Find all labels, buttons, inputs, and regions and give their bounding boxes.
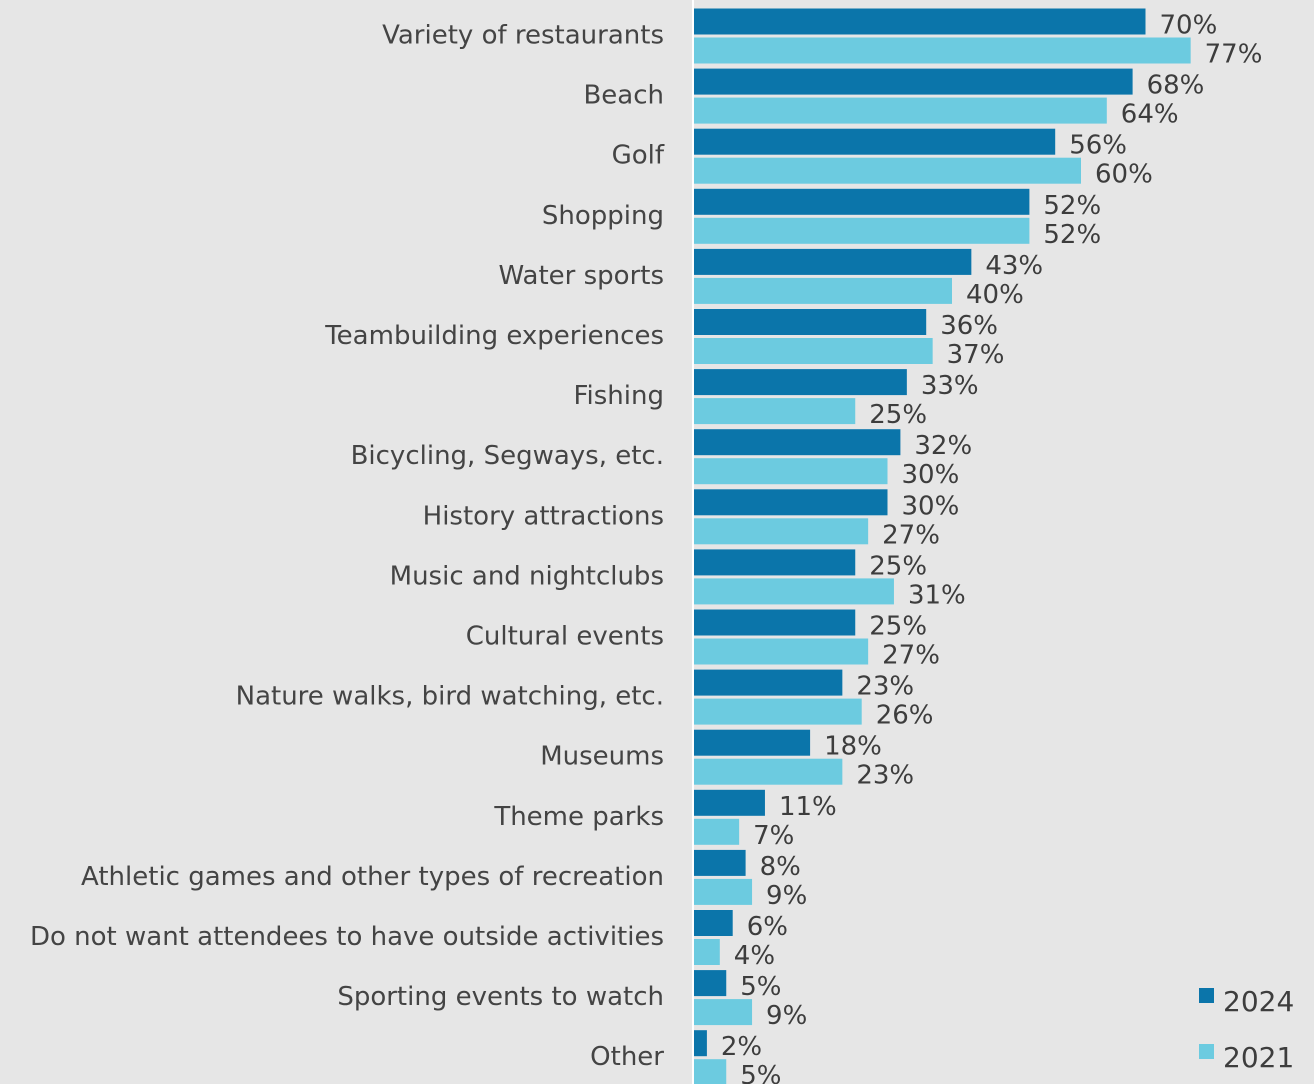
legend-swatch-2021: [1199, 1044, 1214, 1059]
bar-2024-12: [694, 669, 843, 696]
legend-swatch-2024: [1199, 988, 1214, 1003]
bar-2021-12: [694, 698, 862, 725]
legend-label-2024: 2024: [1223, 985, 1294, 1018]
value-label-2024: 68%: [1147, 71, 1205, 101]
bar-2024-15: [694, 849, 746, 876]
category-label: Golf: [612, 141, 665, 171]
bar-2021-3: [694, 157, 1081, 184]
bar-2021-17: [694, 999, 753, 1026]
value-label-2024: 18%: [824, 732, 882, 762]
value-label-2021: 23%: [856, 761, 914, 791]
category-label: Nature walks, bird watching, etc.: [236, 682, 664, 712]
bar-2024-10: [694, 549, 856, 576]
value-label-2024: 11%: [779, 792, 837, 822]
bar-2021-10: [694, 578, 894, 605]
bar-2021-8: [694, 458, 888, 485]
value-label-2021: 30%: [902, 460, 960, 490]
category-label: Athletic games and other types of recrea…: [81, 862, 664, 892]
category-label: Sporting events to watch: [337, 982, 664, 1012]
bar-2021-18: [694, 1059, 727, 1084]
bar-2024-7: [694, 369, 907, 396]
value-label-2021: 31%: [908, 580, 966, 610]
bar-2021-9: [694, 518, 869, 545]
bar-2024-1: [694, 8, 1146, 35]
value-label-2024: 43%: [985, 251, 1043, 281]
category-label: Theme parks: [493, 802, 664, 832]
category-label: Bicycling, Segways, etc.: [351, 441, 664, 471]
legend-label-2021: 2021: [1223, 1041, 1294, 1074]
bar-2021-2: [694, 97, 1107, 124]
category-label: Water sports: [498, 261, 664, 291]
value-label-2024: 56%: [1069, 131, 1127, 161]
bar-2024-13: [694, 729, 811, 756]
bar-2024-6: [694, 309, 927, 335]
bar-2024-3: [694, 128, 1056, 155]
value-label-2024: 33%: [921, 371, 979, 401]
category-label: Music and nightclubs: [390, 561, 664, 591]
category-label: Fishing: [573, 381, 664, 411]
category-label: Teambuilding experiences: [324, 321, 664, 351]
category-label: Other: [590, 1042, 664, 1072]
value-label-2024: 25%: [869, 551, 927, 581]
bar-2021-15: [694, 878, 753, 905]
bar-2024-5: [694, 248, 972, 275]
value-label-2021: 7%: [753, 821, 794, 851]
value-label-2021: 25%: [869, 400, 927, 430]
value-label-2021: 37%: [947, 340, 1005, 370]
category-label: History attractions: [423, 501, 664, 531]
value-label-2024: 25%: [869, 612, 927, 642]
value-label-2024: 5%: [740, 972, 781, 1002]
value-label-2021: 4%: [734, 941, 775, 971]
value-label-2024: 32%: [914, 431, 972, 461]
category-label: Shopping: [542, 201, 664, 231]
bar-2024-2: [694, 68, 1133, 95]
value-label-2021: 60%: [1095, 160, 1153, 190]
value-label-2021: 5%: [740, 1061, 781, 1084]
category-label: Cultural events: [466, 622, 664, 652]
bar-2024-14: [694, 789, 765, 816]
bar-2024-18: [694, 1030, 707, 1057]
value-label-2024: 36%: [940, 311, 998, 341]
value-label-2021: 77%: [1205, 40, 1263, 70]
value-label-2021: 27%: [882, 641, 940, 671]
value-label-2024: 8%: [760, 852, 801, 882]
bar-2021-1: [694, 37, 1191, 64]
bar-2021-13: [694, 758, 843, 785]
value-label-2024: 23%: [856, 672, 914, 702]
bar-2021-4: [694, 217, 1030, 244]
value-label-2024: 70%: [1160, 11, 1218, 41]
value-label-2021: 64%: [1121, 100, 1179, 130]
bar-2021-16: [694, 939, 720, 965]
value-labels: 70%77%68%64%56%60%52%52%43%40%36%37%33%2…: [721, 11, 1263, 1084]
bars: [694, 8, 1191, 1084]
value-label-2021: 9%: [766, 881, 807, 911]
value-label-2024: 52%: [1043, 191, 1101, 221]
category-label: Beach: [583, 81, 664, 111]
value-label-2021: 52%: [1043, 220, 1101, 250]
bar-2024-17: [694, 970, 727, 997]
category-labels: Variety of restaurants Beach Golf Shopping W…: [30, 21, 665, 1073]
value-label-2021: 40%: [966, 280, 1024, 310]
bar-2021-14: [694, 818, 740, 845]
legend: 2024 2021: [1199, 985, 1294, 1074]
value-label-2021: 9%: [766, 1001, 807, 1031]
bar-2021-5: [694, 277, 952, 304]
bar-2024-8: [694, 429, 901, 456]
bar-2024-9: [694, 489, 888, 516]
bar-2021-7: [694, 398, 856, 425]
category-label: Variety of restaurants: [382, 21, 664, 51]
value-label-2024: 2%: [721, 1032, 762, 1062]
category-label: Museums: [540, 742, 664, 772]
bar-2021-6: [694, 338, 933, 364]
bar-2024-11: [694, 609, 856, 636]
value-label-2021: 27%: [882, 520, 940, 550]
bar-2024-16: [694, 910, 733, 936]
value-label-2024: 6%: [747, 912, 788, 942]
category-label: Do not want attendees to have outside ac…: [30, 922, 664, 952]
bar-2024-4: [694, 188, 1030, 215]
value-label-2021: 26%: [876, 701, 934, 731]
bar-2021-11: [694, 638, 869, 665]
value-label-2024: 30%: [902, 491, 960, 521]
